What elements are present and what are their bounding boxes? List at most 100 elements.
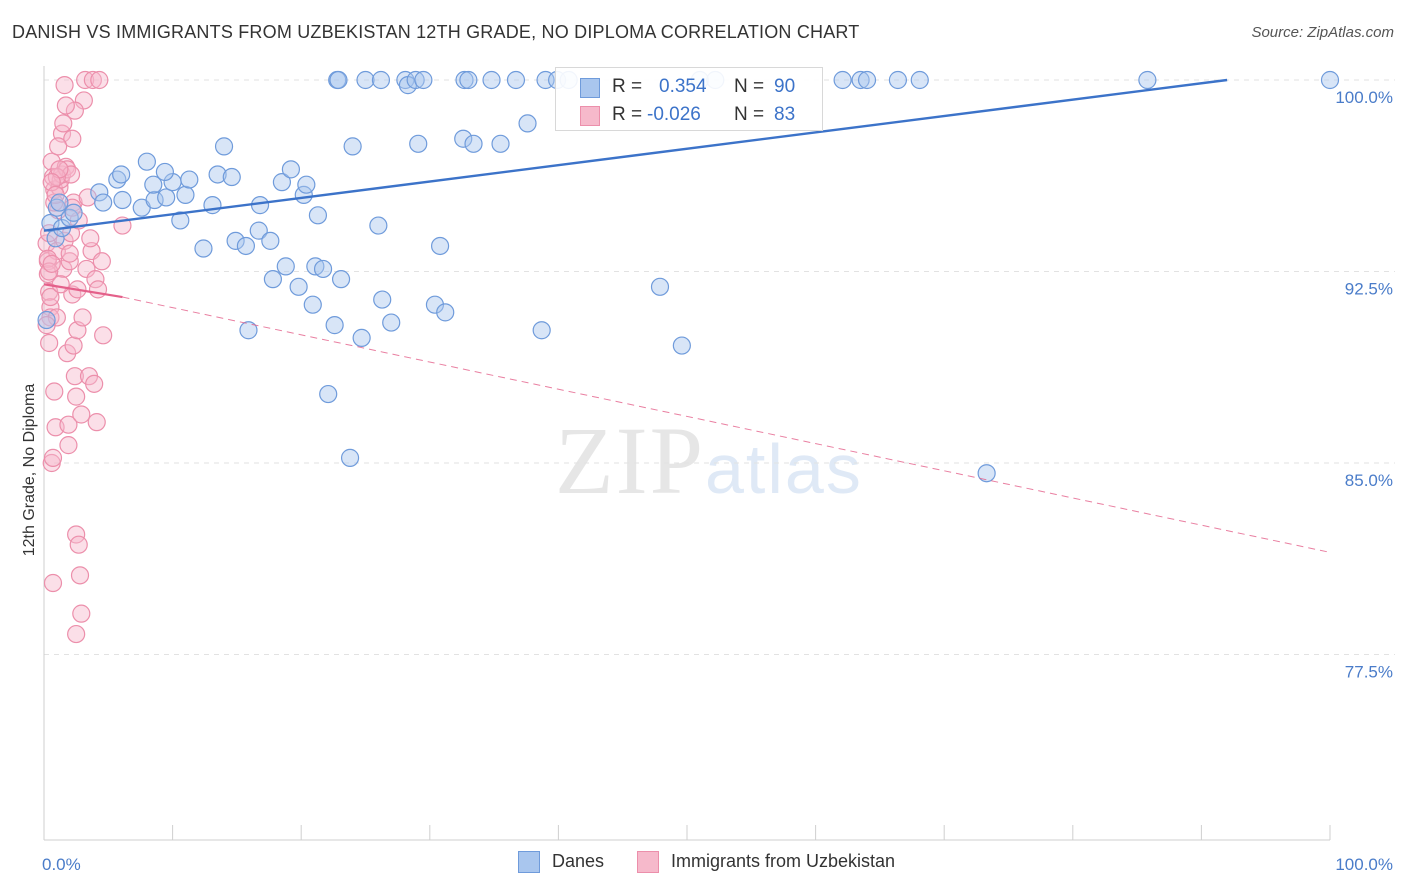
danes-point (272, 173, 292, 192)
uzbek-point (42, 254, 61, 273)
uzbek-point (69, 535, 88, 554)
danes-point (180, 170, 199, 189)
danes-trend-line (43, 78, 1228, 232)
uzbek-point (45, 193, 64, 212)
danes-point (672, 336, 691, 355)
uzbek-point (64, 336, 83, 355)
legend-n-value: 90 (774, 76, 796, 97)
danes-point (833, 70, 852, 90)
chart-title: DANISH VS IMMIGRANTS FROM UZBEKISTAN 12T… (12, 22, 860, 42)
danes-point (249, 221, 268, 240)
danes-point (308, 206, 328, 225)
uzbek-point (83, 70, 102, 90)
danes-point (436, 303, 455, 322)
danes-point (331, 270, 351, 289)
uzbek-point (41, 287, 60, 307)
watermark-zip: ZIP (555, 407, 705, 514)
danes-point (50, 193, 69, 212)
danes-point (313, 259, 333, 279)
trend-lines (43, 78, 1331, 553)
uzbek-point (60, 244, 79, 263)
uzbek-point (60, 252, 79, 271)
uzbek-trend-line-solid (43, 283, 123, 299)
danes-point (329, 70, 348, 90)
danes-point (64, 203, 83, 222)
uzbek-point (67, 624, 86, 644)
uzbek-point (59, 415, 78, 434)
danes-point (430, 236, 450, 256)
legend-row-uzbek: R = -0.026 N = 83 (556, 101, 822, 129)
y-tick-label: 100.0% (1335, 88, 1393, 107)
danes-point (214, 137, 234, 156)
danes-point (239, 321, 258, 340)
danes-point (977, 464, 996, 483)
danes-point (396, 70, 415, 90)
danes-point (144, 175, 163, 194)
danes-point (297, 175, 316, 194)
legend-label-danes: Danes (552, 851, 605, 871)
uzbek-point (59, 436, 78, 455)
danes-point (373, 290, 392, 309)
danes-point (409, 134, 428, 153)
uzbek-point (88, 280, 108, 299)
uzbek-point (72, 405, 91, 424)
danes-point (454, 129, 473, 148)
legend-r-label: R = (612, 104, 643, 125)
danes-point (1138, 70, 1157, 90)
danes-point (356, 70, 375, 90)
uzbek-point (67, 387, 86, 406)
uzbek-point (73, 308, 92, 327)
danes-point (281, 160, 301, 179)
danes-point (176, 185, 195, 204)
uzbek-point (92, 252, 111, 271)
uzbek-point (63, 129, 82, 148)
grid-lines (44, 79, 1395, 655)
uzbek-point (61, 165, 81, 184)
danes-point (369, 216, 388, 235)
uzbek-point (40, 333, 59, 353)
danes-point (289, 277, 308, 296)
danes-point (226, 231, 245, 250)
danes-point (90, 183, 109, 202)
legend-r-value: -0.026 (647, 104, 701, 125)
danes-point (340, 448, 360, 467)
uzbek-point (51, 275, 70, 294)
danes-point (194, 239, 213, 258)
legend-r-label: R = (612, 76, 643, 97)
danes-point (371, 70, 391, 90)
legend-n-label: N = (734, 104, 765, 125)
uzbek-point (85, 374, 104, 393)
uzbek-point (94, 326, 113, 345)
danes-point (37, 310, 56, 330)
uzbek-point (70, 566, 90, 585)
danes-point (851, 70, 870, 90)
danes-point (482, 70, 501, 90)
danes-point (888, 70, 908, 90)
uzbek-points (37, 70, 132, 644)
legend-item-uzbek: Immigrants from Uzbekistan (637, 851, 895, 874)
danes-point (171, 211, 190, 230)
danes-point (112, 165, 131, 184)
uzbek-trend-line-dashed (122, 296, 1331, 553)
legend-swatch-uzbek (637, 851, 659, 874)
legend-row-danes: R = 0.354 N = 90 (556, 73, 822, 101)
danes-point (532, 321, 551, 340)
axes (43, 66, 1331, 841)
danes-point (518, 114, 537, 133)
watermark-atlas: atlas (705, 430, 863, 508)
uzbek-point (55, 76, 74, 95)
x-tick-label: 0.0% (42, 855, 81, 874)
danes-point (157, 188, 176, 207)
uzbek-point (45, 382, 64, 401)
danes-point (414, 70, 433, 90)
legend-n-value: 83 (774, 104, 796, 125)
danes-point (425, 295, 445, 314)
danes-point (352, 328, 371, 347)
watermark: ZIPatlas (555, 405, 863, 516)
danes-point (137, 152, 156, 171)
danes-point (650, 277, 670, 296)
danes-point (319, 384, 338, 404)
y-tick-label: 85.0% (1345, 471, 1393, 490)
danes-point (276, 257, 295, 276)
